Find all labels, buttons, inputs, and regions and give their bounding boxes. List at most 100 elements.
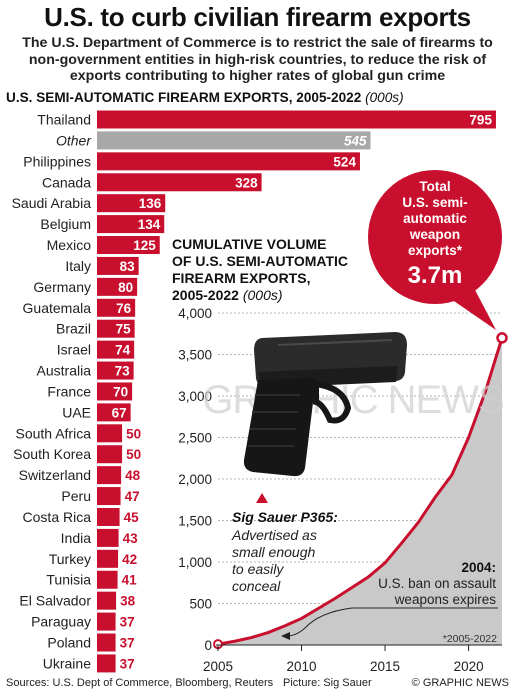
area-chart-title-line: FIREARM EXPORTS, — [172, 270, 310, 286]
bar-value-label: 83 — [120, 259, 136, 274]
bar-value-label: 125 — [133, 238, 156, 253]
bar — [97, 382, 133, 401]
bar-category-label: Costa Rica — [23, 509, 92, 525]
area-y-tick-label: 2,500 — [178, 431, 212, 446]
bar — [97, 466, 122, 485]
pistol-trigger-guard — [313, 380, 352, 424]
footer-brand-credit: © GRAPHIC NEWS — [411, 677, 509, 689]
bar — [97, 361, 134, 380]
bar-category-label: Turkey — [49, 551, 91, 567]
bar-category-label: Guatemala — [23, 300, 92, 316]
bar-chart-unit: (000s) — [365, 90, 404, 105]
total-bubble-label-line: U.S. semi- — [402, 195, 467, 210]
bar-category-label: Brazil — [56, 321, 91, 337]
bar-category-label: France — [47, 383, 91, 399]
bar — [97, 487, 121, 506]
bar-value-label: 37 — [120, 636, 135, 651]
bar-category-label: UAE — [62, 404, 91, 420]
bar — [97, 110, 496, 129]
bar-category-label: India — [61, 530, 92, 546]
area-y-tick-label: 2,000 — [178, 472, 212, 487]
area-chart-unit: (000s) — [239, 287, 283, 303]
pistol-caption-line: conceal — [232, 578, 281, 594]
total-bubble — [368, 170, 502, 304]
bar-value-label: 37 — [120, 615, 135, 630]
bar-value-label: 37 — [120, 656, 135, 671]
bar-value-label: 545 — [344, 133, 367, 148]
area-y-tick-label: 1,000 — [178, 555, 212, 570]
area-chart-title-line: CUMULATIVE VOLUME — [172, 236, 327, 252]
watermark-text: GRAPHIC NEWS — [202, 378, 503, 422]
area-x-tick-label: 2010 — [287, 659, 317, 674]
annotation-2004-arrow — [286, 607, 498, 637]
bar-value-label: 134 — [138, 217, 161, 232]
bar-value-label: 45 — [124, 510, 140, 525]
annotation-2004-line: U.S. ban on assault — [378, 576, 496, 591]
total-bubble-label-line: automatic — [403, 211, 467, 226]
bar — [97, 173, 262, 192]
bar-category-label: Switzerland — [19, 467, 91, 483]
bar-category-label: Ukraine — [43, 655, 91, 671]
area-y-tick-label: 1,500 — [178, 514, 212, 529]
page-subtitle: The U.S. Department of Commerce is to re… — [22, 35, 493, 84]
area-y-tick-label: 3,500 — [178, 348, 212, 363]
area-y-tick-label: 500 — [189, 597, 212, 612]
bar-value-label: 73 — [115, 364, 131, 379]
bar — [97, 528, 119, 547]
page-title: U.S. to curb civilian firearm exports — [44, 2, 471, 32]
bar-value-label: 67 — [112, 405, 127, 420]
bar-value-label: 74 — [115, 343, 131, 358]
bar-category-label: Germany — [33, 279, 91, 295]
annotation-2004-line: weapons expires — [394, 592, 497, 607]
bar-category-label: Other — [56, 132, 92, 148]
bar — [97, 256, 139, 275]
bar-value-label: 524 — [333, 154, 356, 169]
bar-category-label: Poland — [47, 635, 91, 651]
bar — [97, 591, 117, 610]
bar-value-label: 136 — [139, 196, 162, 211]
total-bubble-label-line: weapon — [409, 227, 460, 242]
bar — [97, 215, 165, 234]
area-x-tick-label: 2020 — [454, 659, 484, 674]
area-end-point — [496, 332, 508, 344]
area-chart-footnote: *2005-2022 — [443, 633, 497, 645]
bar-category-label: Paraguay — [31, 614, 91, 630]
bar-category-label: Canada — [42, 174, 91, 190]
bar — [97, 298, 136, 317]
footer-sources: Sources: U.S. Dept of Commerce, Bloomber… — [6, 677, 274, 689]
bar-value-label: 38 — [120, 594, 136, 609]
bar — [97, 403, 131, 422]
country-bar-chart: Thailand 795 Other 545 Philippines 524 Canada 3… — [12, 110, 496, 673]
area-chart-title-line: OF U.S. SEMI-AUTOMATIC — [172, 253, 348, 269]
bar-value-label: 76 — [116, 301, 132, 316]
bar — [97, 445, 123, 464]
bar — [97, 507, 120, 526]
pistol-caption-pointer — [256, 493, 268, 503]
bar — [97, 570, 118, 589]
bar — [97, 340, 135, 359]
bar-value-label: 47 — [125, 489, 140, 504]
area-x-tick-label: 2015 — [370, 659, 400, 674]
bar-category-label: Tunisia — [46, 572, 91, 588]
bar-category-label: Israel — [57, 342, 91, 358]
area-chart-title-line: 2005-2022 (000s) — [172, 287, 283, 303]
bar-category-label: Saudi Arabia — [12, 195, 92, 211]
bar-category-label: Italy — [65, 258, 91, 274]
bar-value-label: 42 — [122, 552, 137, 567]
area-fill — [218, 337, 502, 645]
pistol-caption-title: Sig Sauer P365: — [232, 509, 338, 525]
area-y-tick-label: 4,000 — [178, 306, 212, 321]
cumulative-area-chart: 0 500 1,000 1,500 2,000 2,500 3,000 3,500 4,000 2… — [172, 170, 508, 674]
bar — [97, 277, 138, 296]
bar-value-label: 48 — [125, 468, 141, 483]
bar-category-label: South Korea — [13, 446, 91, 462]
pistol-highlight — [277, 339, 393, 346]
bar-value-label: 80 — [118, 280, 133, 295]
bar-value-label: 328 — [235, 175, 258, 190]
total-bubble-label-line: exports* — [408, 243, 463, 258]
bar-category-label: Peru — [61, 488, 91, 504]
bar-category-label: Philippines — [23, 153, 91, 169]
bar — [97, 633, 116, 652]
bar — [97, 424, 123, 443]
